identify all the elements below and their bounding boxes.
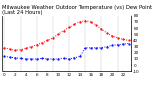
Text: Milwaukee Weather Outdoor Temperature (vs) Dew Point (Last 24 Hours): Milwaukee Weather Outdoor Temperature (v…	[2, 5, 152, 15]
